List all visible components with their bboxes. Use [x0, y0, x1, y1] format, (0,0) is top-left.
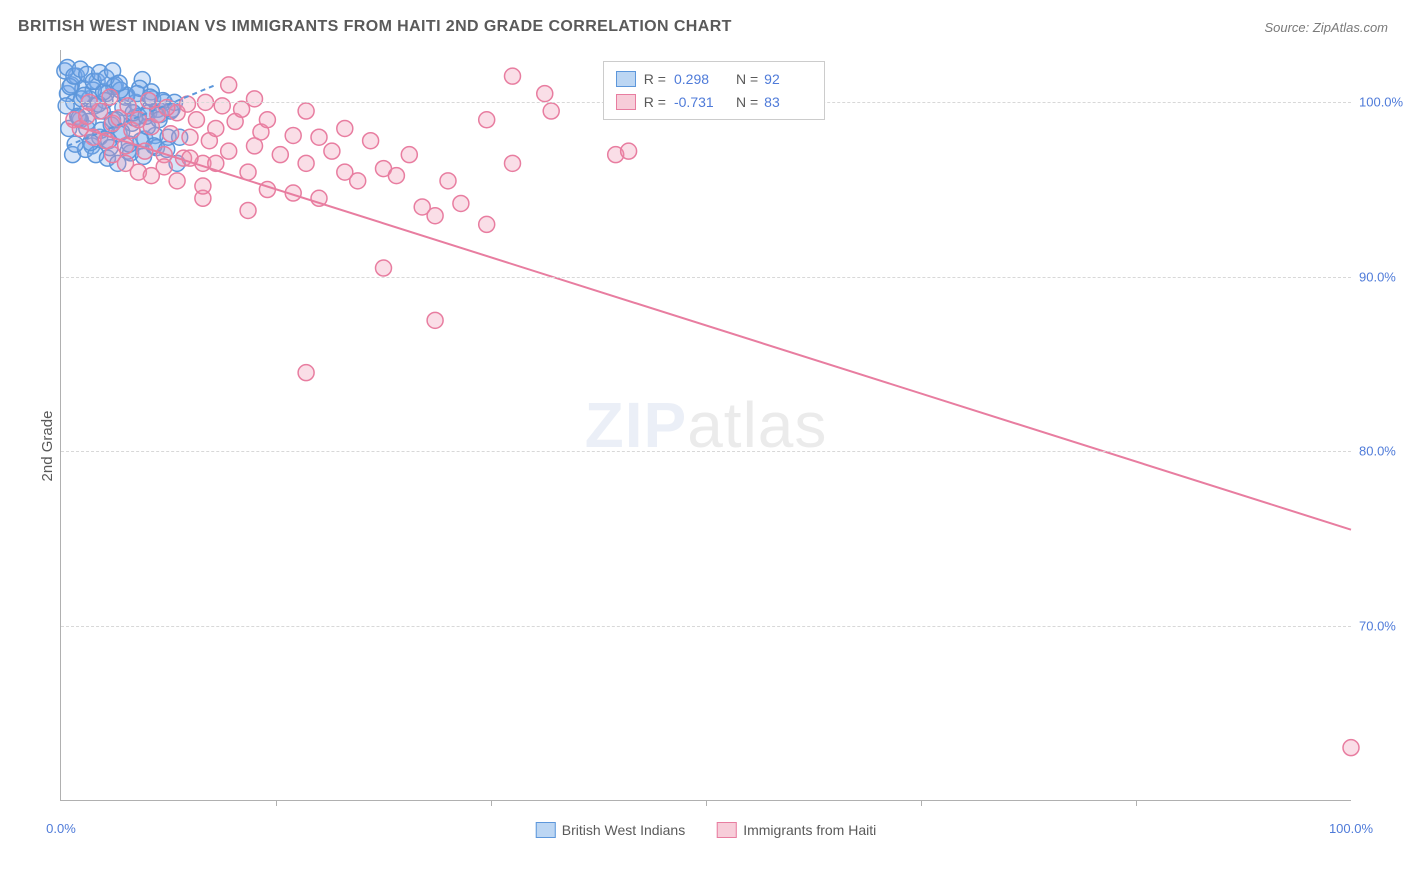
scatter-point [179, 96, 195, 112]
scatter-point [543, 103, 559, 119]
scatter-point [363, 133, 379, 149]
scatter-point [169, 173, 185, 189]
legend-n-value: 83 [764, 91, 812, 113]
legend-swatch [717, 822, 737, 838]
chart-svg [61, 50, 1351, 800]
correlation-legend: R = 0.298 N = 92 R = -0.731 N = 83 [603, 61, 825, 120]
scatter-point [350, 173, 366, 189]
gridline-h [61, 626, 1351, 627]
gridline-h [61, 277, 1351, 278]
scatter-point [163, 126, 179, 142]
scatter-point [505, 68, 521, 84]
scatter-point [240, 202, 256, 218]
ytick-label: 90.0% [1359, 269, 1406, 284]
scatter-point [182, 129, 198, 145]
source-label: Source: ZipAtlas.com [1264, 20, 1388, 35]
legend-swatch [616, 94, 636, 110]
scatter-point [479, 216, 495, 232]
series-legend: British West Indians Immigrants from Hait… [536, 822, 877, 838]
chart-title: BRITISH WEST INDIAN VS IMMIGRANTS FROM H… [18, 18, 732, 36]
legend-swatch [616, 71, 636, 87]
legend-n-label: N = [736, 68, 758, 90]
scatter-point [272, 147, 288, 163]
scatter-point [401, 147, 417, 163]
ytick-label: 80.0% [1359, 444, 1406, 459]
scatter-point [427, 312, 443, 328]
xtick-label: 0.0% [46, 821, 76, 836]
trend-line [67, 123, 1351, 529]
xtick [491, 800, 492, 806]
xtick [1136, 800, 1137, 806]
gridline-h [61, 451, 1351, 452]
scatter-point [221, 143, 237, 159]
plot-area: ZIPatlas 70.0%80.0%90.0%100.0% 0.0%100.0… [60, 50, 1351, 801]
chart-header: BRITISH WEST INDIAN VS IMMIGRANTS FROM H… [18, 18, 1388, 36]
scatter-point [141, 93, 157, 109]
legend-r-value: -0.731 [674, 91, 722, 113]
xtick [706, 800, 707, 806]
ytick-label: 70.0% [1359, 618, 1406, 633]
scatter-point [505, 155, 521, 171]
scatter-point [234, 101, 250, 117]
scatter-point [188, 112, 204, 128]
scatter-point [337, 120, 353, 136]
legend-bottom-item: British West Indians [536, 822, 685, 838]
scatter-point [537, 86, 553, 102]
scatter-point [120, 98, 136, 114]
legend-n-value: 92 [764, 68, 812, 90]
legend-n-label: N = [736, 91, 758, 113]
scatter-point [376, 260, 392, 276]
legend-series-name: British West Indians [562, 822, 685, 838]
scatter-point [208, 120, 224, 136]
legend-swatch [536, 822, 556, 838]
scatter-point [247, 91, 263, 107]
scatter-point [259, 112, 275, 128]
scatter-point [298, 155, 314, 171]
scatter-point [1343, 740, 1359, 756]
scatter-point [221, 77, 237, 93]
xtick [921, 800, 922, 806]
scatter-point [479, 112, 495, 128]
legend-r-label: R = [644, 91, 666, 113]
legend-r-value: 0.298 [674, 68, 722, 90]
xtick [276, 800, 277, 806]
scatter-point [388, 168, 404, 184]
scatter-point [427, 208, 443, 224]
legend-series-name: Immigrants from Haiti [743, 822, 876, 838]
legend-row: R = 0.298 N = 92 [616, 68, 812, 90]
scatter-point [621, 143, 637, 159]
scatter-point [156, 159, 172, 175]
scatter-point [214, 98, 230, 114]
scatter-point [111, 75, 127, 91]
scatter-point [298, 103, 314, 119]
legend-row: R = -0.731 N = 83 [616, 91, 812, 113]
scatter-point [311, 129, 327, 145]
scatter-point [298, 365, 314, 381]
legend-r-label: R = [644, 68, 666, 90]
scatter-point [285, 127, 301, 143]
scatter-point [453, 195, 469, 211]
legend-bottom-item: Immigrants from Haiti [717, 822, 876, 838]
xtick-label: 100.0% [1329, 821, 1373, 836]
scatter-point [324, 143, 340, 159]
ytick-label: 100.0% [1359, 95, 1406, 110]
scatter-point [195, 178, 211, 194]
scatter-point [440, 173, 456, 189]
y-axis-label: 2nd Grade [39, 411, 56, 482]
